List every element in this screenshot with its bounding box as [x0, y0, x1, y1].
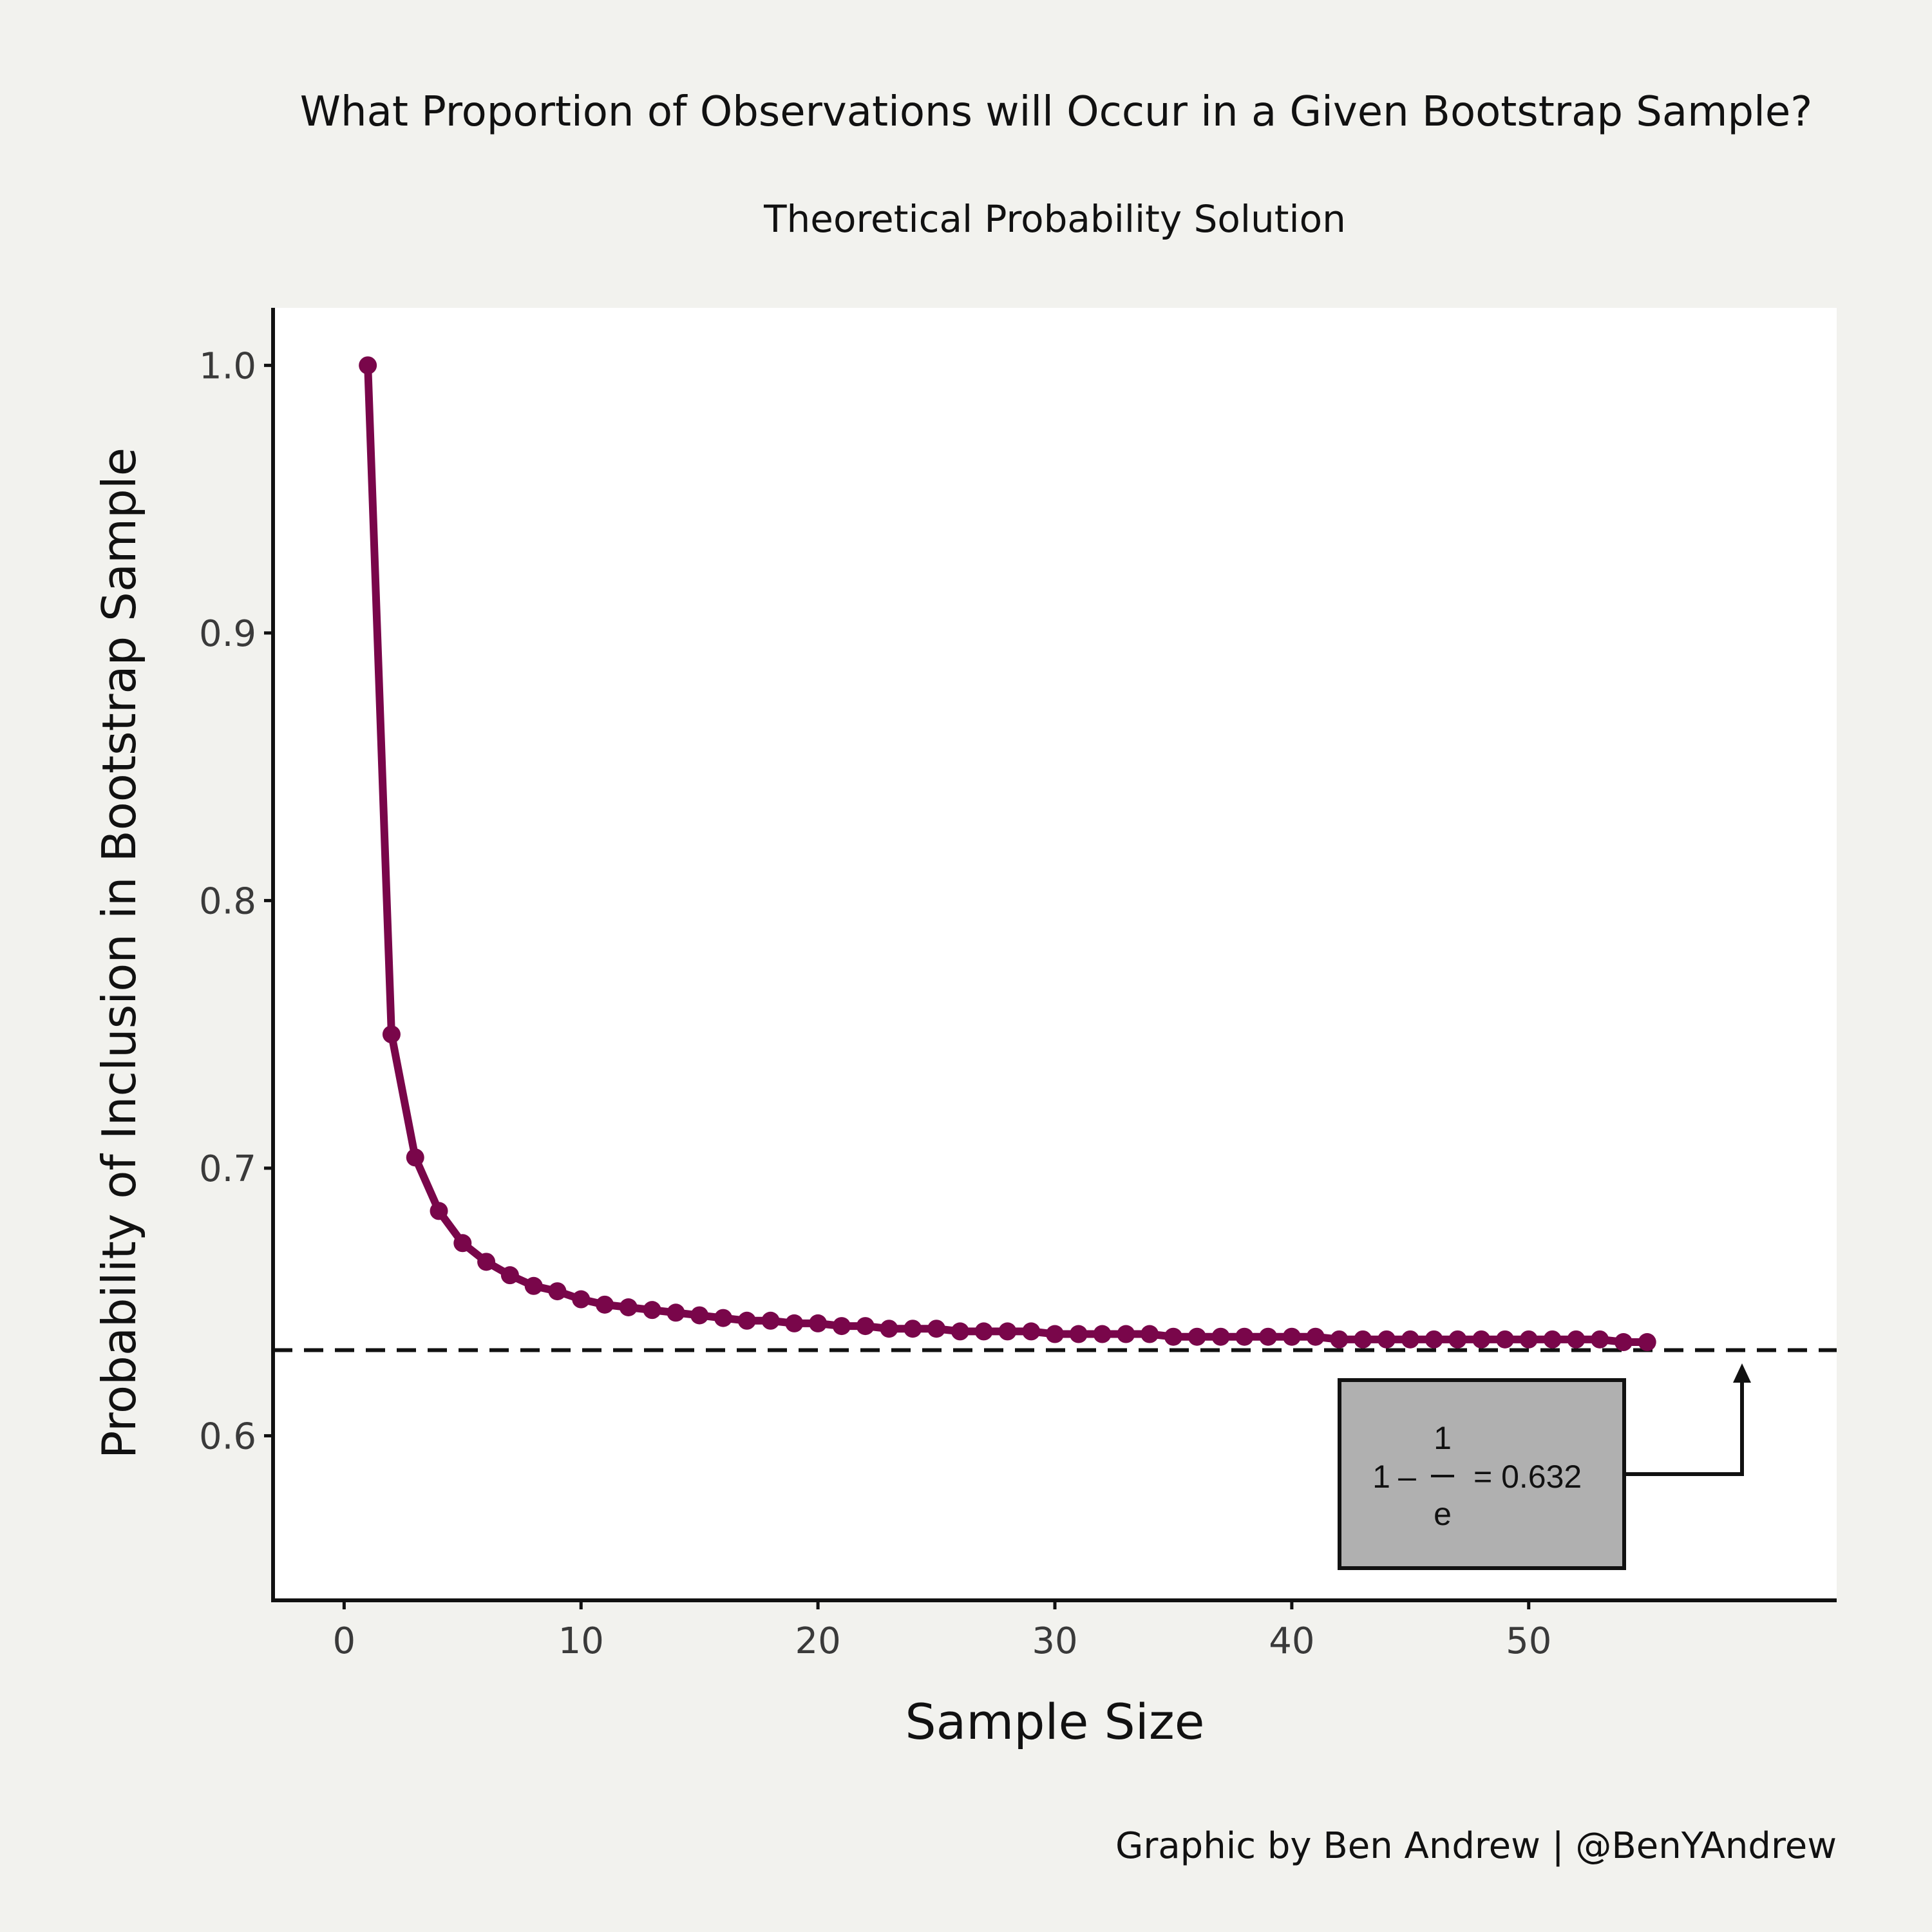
y-tick-label: 1.0	[199, 345, 256, 387]
data-point	[1117, 1325, 1135, 1343]
x-tick-label: 10	[558, 1620, 604, 1662]
y-tick-label: 0.7	[199, 1148, 256, 1190]
data-point	[1519, 1330, 1538, 1349]
data-point	[761, 1311, 780, 1330]
data-point	[1282, 1327, 1301, 1346]
series-layer	[359, 356, 1656, 1352]
data-point	[1330, 1330, 1349, 1349]
y-tick-label: 0.9	[199, 613, 256, 655]
annotation-arrow-head	[1733, 1363, 1751, 1383]
data-point	[951, 1322, 969, 1341]
data-point	[927, 1320, 946, 1338]
data-point	[974, 1322, 993, 1341]
x-axis: 0 10 20 30 40 50	[271, 1598, 1837, 1662]
data-point	[1448, 1330, 1467, 1349]
data-point	[1022, 1322, 1041, 1341]
data-point	[1354, 1330, 1372, 1349]
data-point	[1164, 1327, 1182, 1346]
data-point	[477, 1253, 496, 1271]
data-point	[1235, 1327, 1254, 1346]
data-point	[1425, 1330, 1443, 1349]
y-tick-label: 0.8	[199, 880, 256, 922]
data-point	[1093, 1325, 1112, 1343]
x-tick-label: 20	[795, 1620, 840, 1662]
data-point	[453, 1234, 472, 1253]
annotation-minus: –	[1398, 1459, 1416, 1495]
data-point	[690, 1306, 709, 1325]
data-point	[1188, 1327, 1206, 1346]
annotation-arrow-line	[1624, 1381, 1744, 1476]
x-axis-title: Sample Size	[905, 1693, 1204, 1750]
chart-caption: Graphic by Ben Andrew | @BenYAndrew	[1115, 1825, 1837, 1867]
annotation-lead: 1	[1372, 1459, 1390, 1495]
data-point	[1543, 1330, 1562, 1349]
data-point	[1591, 1330, 1609, 1349]
data-point	[998, 1322, 1017, 1341]
data-point	[880, 1320, 898, 1338]
data-point	[382, 1025, 401, 1044]
data-point	[832, 1317, 851, 1336]
data-point	[714, 1309, 732, 1327]
data-point	[1306, 1327, 1325, 1346]
data-point	[1401, 1330, 1419, 1349]
data-point	[737, 1311, 756, 1330]
annotation-box	[1338, 1378, 1626, 1570]
data-point	[596, 1295, 614, 1314]
data-point	[1046, 1325, 1064, 1343]
data-point	[619, 1298, 638, 1316]
x-tick-label: 40	[1269, 1620, 1314, 1662]
data-point	[1495, 1330, 1514, 1349]
data-point	[406, 1148, 424, 1167]
chart-subtitle: Theoretical Probability Solution	[763, 197, 1346, 241]
data-point	[1378, 1330, 1396, 1349]
chart-title: What Proportion of Observations will Occ…	[300, 88, 1812, 136]
data-point	[809, 1314, 828, 1332]
x-tick-label: 50	[1506, 1620, 1551, 1662]
data-point	[667, 1303, 685, 1322]
x-tick-label: 0	[333, 1620, 356, 1662]
y-axis: 0.6 0.7 0.8 0.9 1.0	[199, 308, 275, 1600]
annotation-result: = 0.632	[1473, 1459, 1582, 1495]
data-point	[643, 1301, 661, 1320]
data-point	[430, 1202, 448, 1220]
data-point	[1069, 1325, 1088, 1343]
data-point	[1567, 1330, 1586, 1349]
annotation-denominator: e	[1434, 1496, 1452, 1532]
data-point	[1211, 1327, 1230, 1346]
data-point	[1472, 1330, 1491, 1349]
data-point	[572, 1290, 591, 1309]
annotation: 1 – 1 e = 0.632	[1338, 1363, 1751, 1570]
annotation-numerator: 1	[1434, 1420, 1452, 1456]
x-tick-label: 30	[1032, 1620, 1077, 1662]
data-point	[785, 1314, 804, 1332]
y-axis-title: Probability of Inclusion in Bootstrap Sa…	[92, 448, 146, 1459]
data-point	[1638, 1333, 1656, 1352]
data-point	[524, 1276, 543, 1295]
data-point	[856, 1317, 875, 1336]
y-tick-label: 0.6	[199, 1416, 256, 1457]
data-point	[1259, 1327, 1278, 1346]
data-point	[548, 1282, 567, 1301]
data-point	[359, 356, 377, 375]
data-point	[904, 1320, 922, 1338]
data-point	[1141, 1325, 1159, 1343]
data-point	[500, 1266, 519, 1285]
data-point	[1614, 1333, 1633, 1352]
